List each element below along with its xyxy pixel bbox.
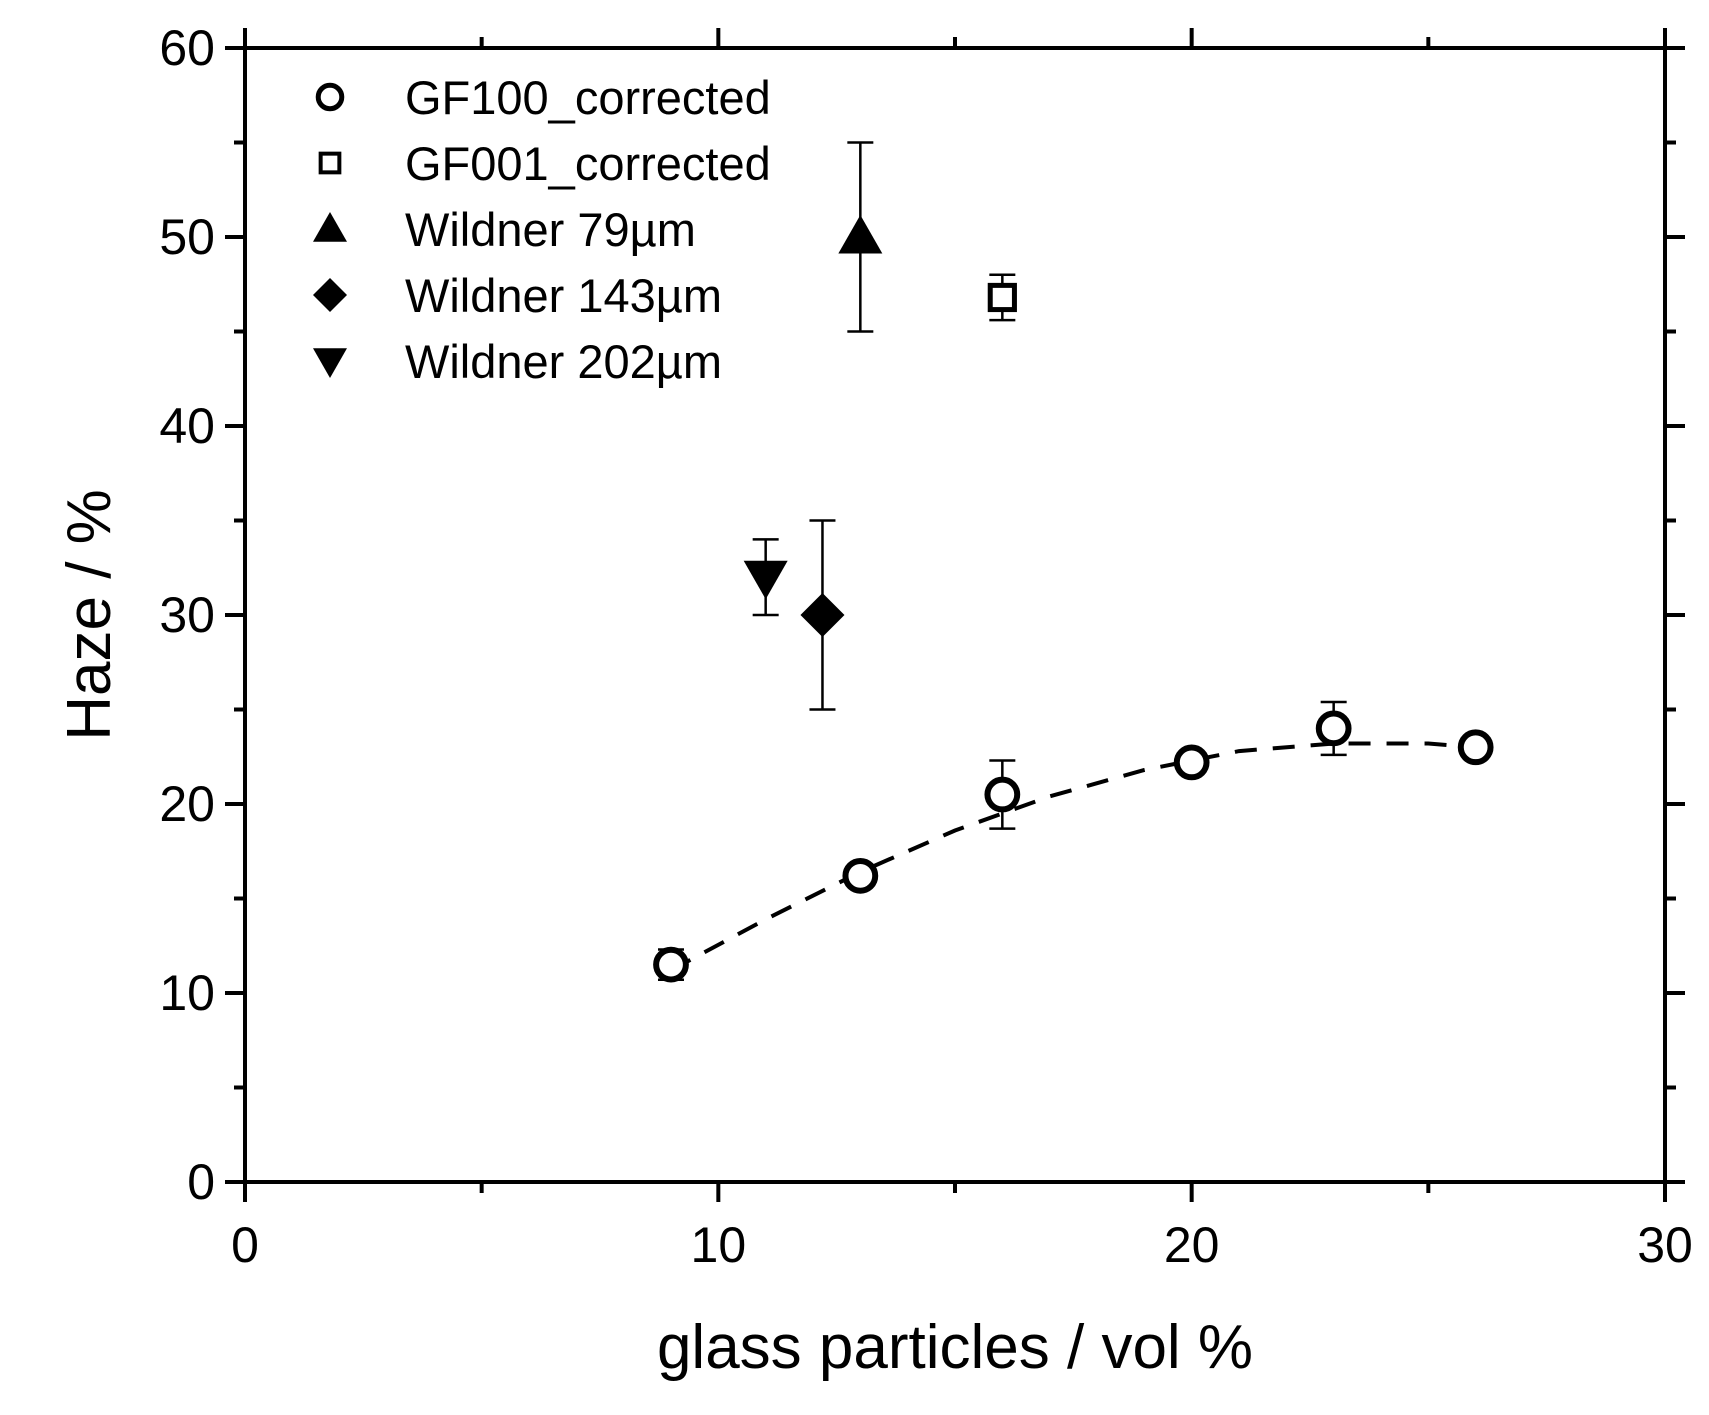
marker-diamond bbox=[800, 593, 845, 637]
legend-item: GF001_corrected bbox=[318, 137, 771, 190]
legend-label: Wildner 143µm bbox=[405, 269, 722, 322]
y-tick-label: 40 bbox=[159, 398, 215, 454]
y-tick-label: 10 bbox=[159, 965, 215, 1021]
tick-labels: 0 10 20 30 0 10 20 30 40 50 60 bbox=[159, 20, 1692, 1273]
legend-item: Wildner 202µm bbox=[313, 335, 722, 388]
fit-line-layer bbox=[670, 741, 1476, 973]
x-axis-title: glass particles / vol % bbox=[657, 1313, 1253, 1382]
marker-circle-open bbox=[984, 776, 1021, 813]
legend-label: GF001_corrected bbox=[405, 137, 771, 190]
marker-square-open bbox=[987, 282, 1017, 313]
dashed-fit-line bbox=[670, 741, 1476, 973]
legend-label: Wildner 79µm bbox=[405, 203, 696, 256]
marker-circle-open bbox=[653, 946, 689, 983]
marker-triangle-up bbox=[838, 215, 883, 254]
marker-triangle-down bbox=[313, 348, 347, 378]
marker-circle-open bbox=[315, 82, 345, 112]
legend-label: GF100_corrected bbox=[405, 71, 771, 124]
legend-item: GF100_corrected bbox=[315, 71, 771, 124]
y-axis-title: Haze / % bbox=[55, 489, 124, 741]
marker-circle-open bbox=[1173, 744, 1210, 781]
marker-triangle-down bbox=[743, 560, 788, 600]
legend: GF100_corrected GF001_corrected Wildner 79… bbox=[313, 71, 771, 388]
y-tick-label: 0 bbox=[187, 1154, 215, 1210]
marker-square-open bbox=[318, 151, 342, 175]
y-tick-label: 50 bbox=[159, 209, 215, 265]
x-tick-label: 0 bbox=[231, 1217, 259, 1273]
x-tick-label: 20 bbox=[1164, 1217, 1220, 1273]
y-tick-label: 30 bbox=[159, 587, 215, 643]
legend-item: Wildner 143µm bbox=[313, 269, 722, 322]
x-tick-label: 10 bbox=[691, 1217, 747, 1273]
y-tick-label: 20 bbox=[159, 776, 215, 832]
axis-ticks bbox=[225, 28, 1685, 1202]
marker-circle-open bbox=[842, 857, 879, 894]
legend-item: Wildner 79µm bbox=[313, 203, 696, 256]
marker-triangle-up bbox=[313, 212, 347, 242]
marker-circle-open bbox=[1315, 710, 1352, 747]
legend-label: Wildner 202µm bbox=[405, 335, 722, 388]
marker-diamond bbox=[313, 278, 347, 312]
marker-layer bbox=[653, 215, 1494, 983]
y-tick-label: 60 bbox=[159, 20, 215, 76]
x-tick-label: 30 bbox=[1637, 1217, 1693, 1273]
marker-circle-open bbox=[1457, 729, 1494, 766]
